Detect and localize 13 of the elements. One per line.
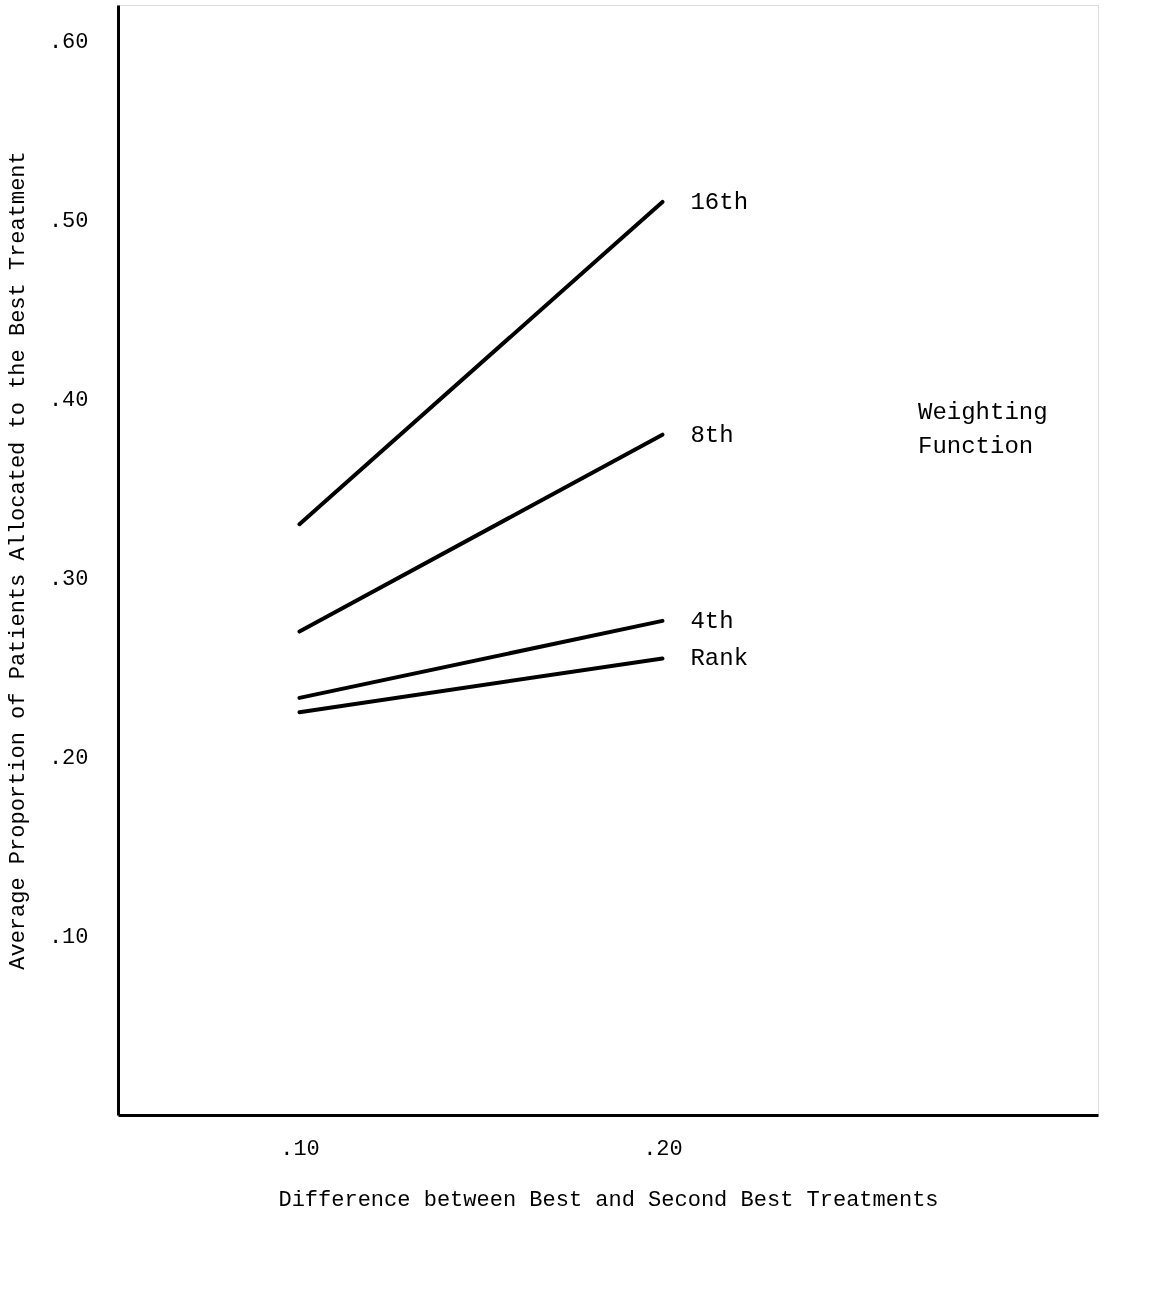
legend-title: Weighting Function [918,399,1048,460]
y-axis-title: Average Proportion of Patients Allocated to the Best Treatment [5,151,31,970]
y-tick-label: .40 [48,388,89,414]
y-tick-label: .20 [48,746,89,772]
series-label: 8th [690,421,734,449]
y-tick-label: .60 [48,30,89,56]
y-tick-label: .50 [48,209,89,235]
y-tick-label: .10 [48,925,89,951]
series-label: Rank [690,645,749,673]
series-label: 4th [690,607,734,635]
series-label: 16th [690,188,749,216]
x-axis-title: Difference between Best and Second Best Treatments [278,1187,939,1213]
y-tick-label: .30 [48,567,89,593]
